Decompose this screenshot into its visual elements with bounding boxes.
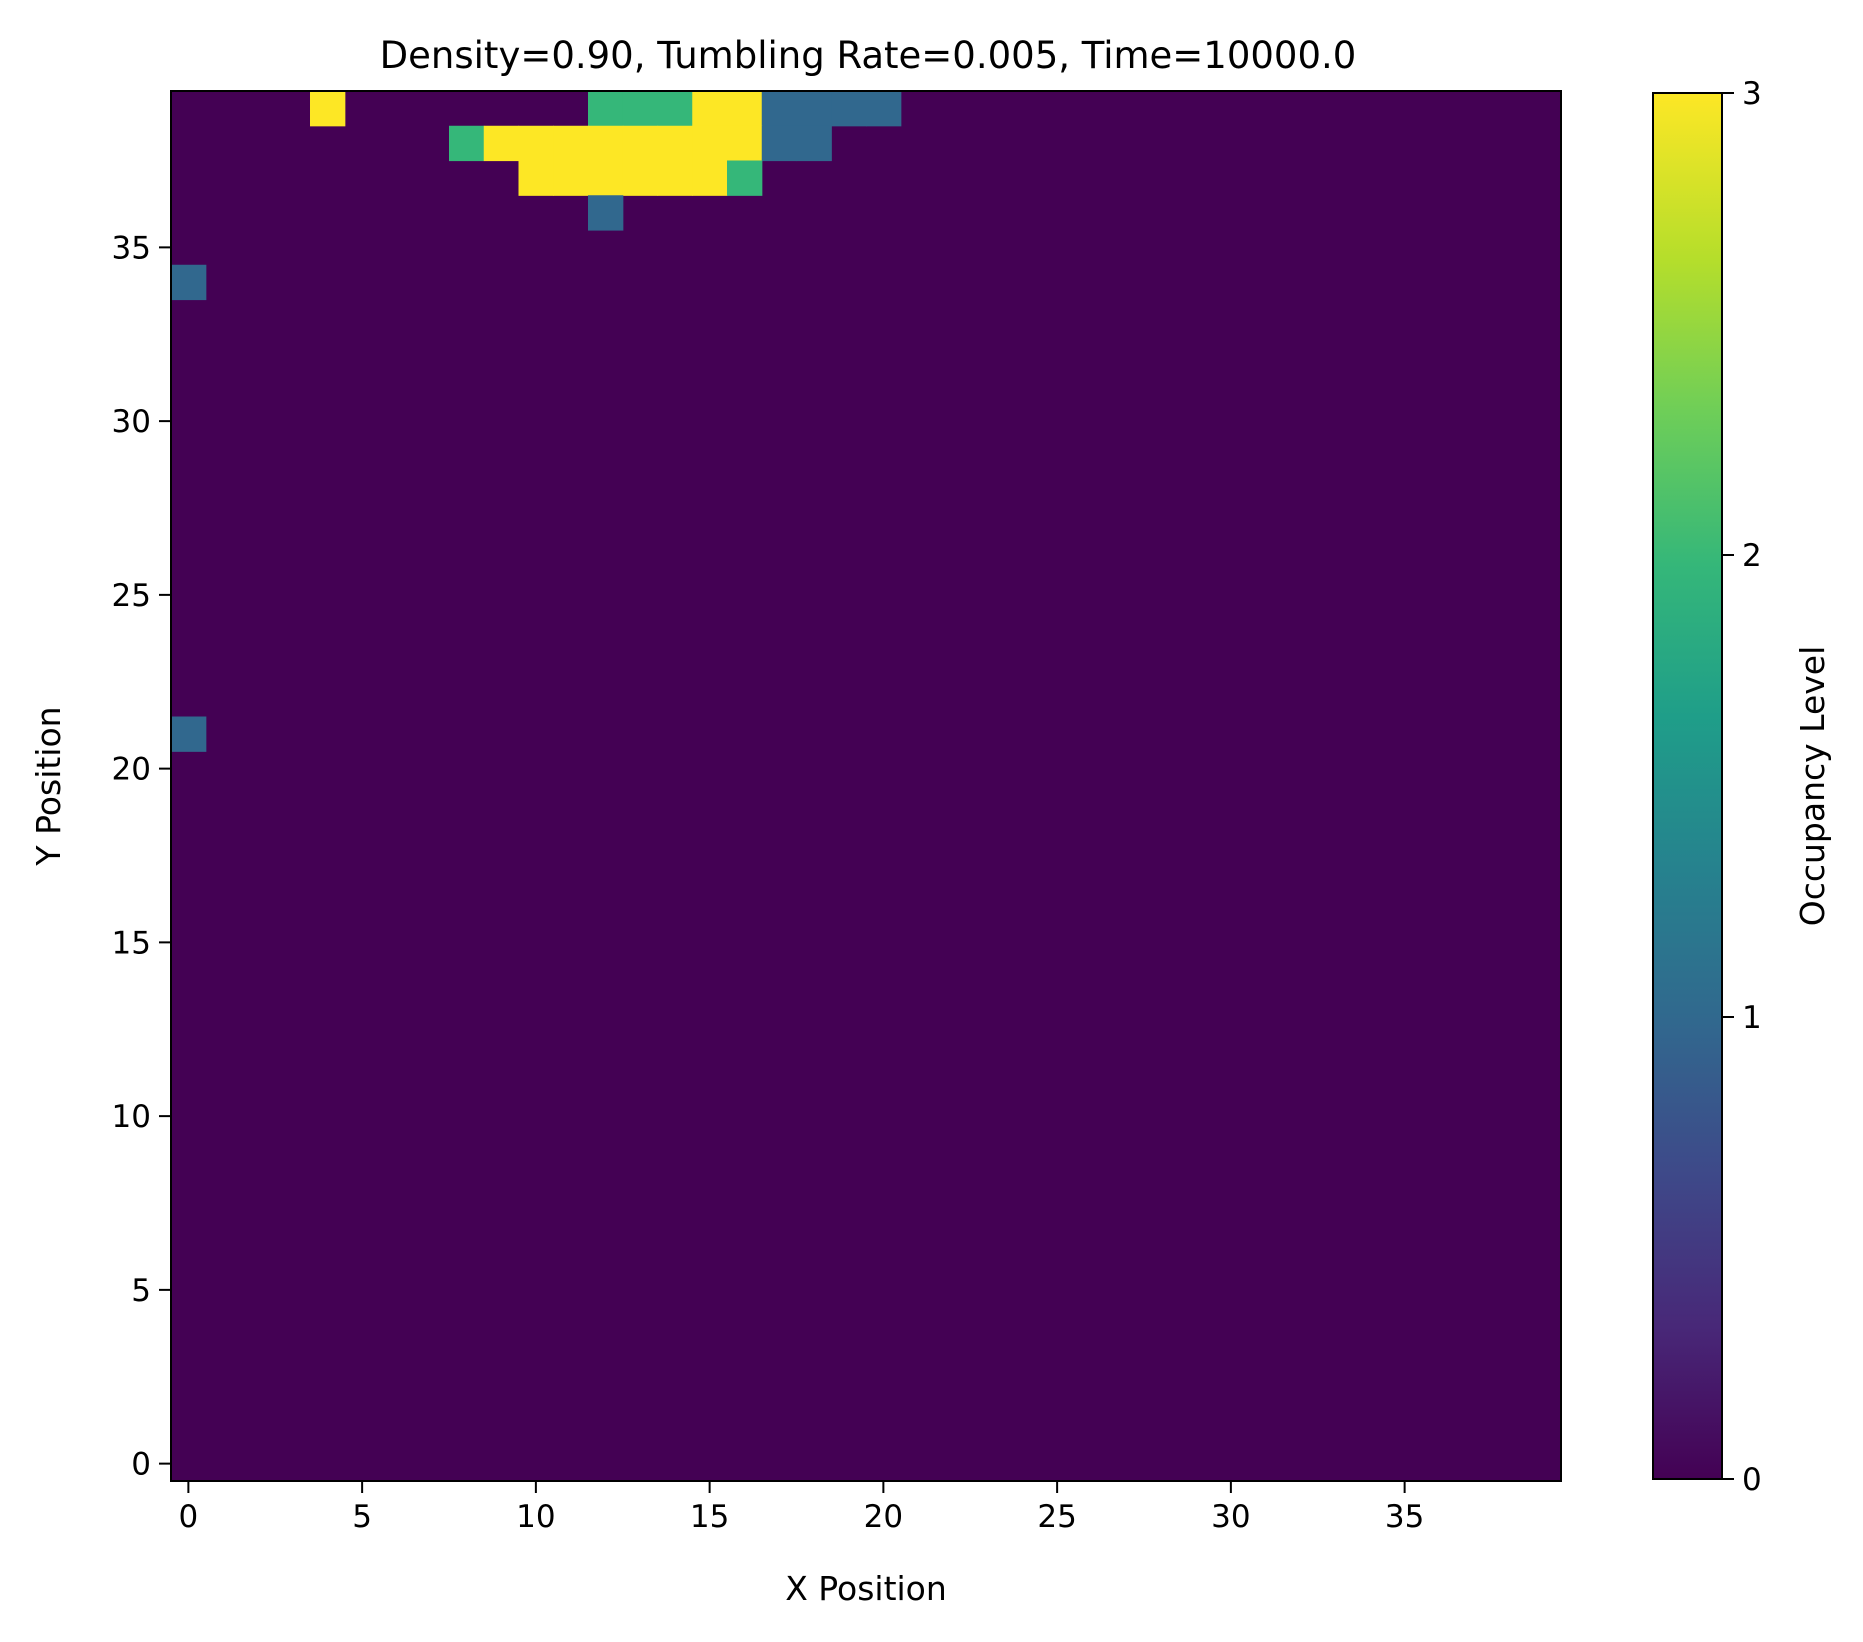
heatmap-cell — [657, 160, 693, 196]
heatmap-cell — [761, 125, 798, 162]
heatmap-cell — [449, 125, 485, 162]
heatmap-cell — [657, 125, 693, 162]
heatmap-cells — [171, 91, 1561, 1481]
x-tick-label: 25 — [1037, 1499, 1076, 1535]
heatmap-cell — [588, 125, 624, 162]
heatmap-cell — [483, 125, 520, 162]
heatmap-cell — [796, 125, 832, 162]
heatmap-cell — [866, 91, 902, 127]
heatmap-cell — [831, 91, 867, 127]
heatmap-cell — [588, 91, 624, 127]
y-axis-label: Y Position — [29, 706, 68, 866]
heatmap-cell — [692, 160, 728, 196]
y-tick-label: 10 — [112, 1099, 151, 1135]
colorbar-axis: 0 1 2 3 — [1722, 76, 1762, 1498]
heatmap-cell — [518, 160, 554, 196]
x-tick-label: 20 — [864, 1499, 903, 1535]
heatmap-cell — [727, 160, 763, 196]
chart-title: Density=0.90, Tumbling Rate=0.005, Time=… — [380, 34, 1357, 77]
heatmap-cell — [588, 195, 624, 231]
heatmap-cell — [657, 91, 693, 127]
y-tick-label: 5 — [131, 1273, 151, 1309]
colorbar — [1652, 92, 1723, 1480]
x-tick-label: 30 — [1211, 1499, 1250, 1535]
colorbar-tick-label: 3 — [1742, 76, 1762, 112]
y-tick-label: 30 — [112, 404, 151, 440]
heatmap-cell — [622, 160, 659, 196]
plot-frame — [170, 90, 1562, 1482]
x-axis-label: X Position — [785, 1569, 947, 1608]
colorbar-tick-label: 2 — [1742, 538, 1762, 574]
heatmap-cell — [310, 91, 346, 127]
y-tick-label: 20 — [112, 752, 151, 788]
heatmap-cell — [622, 91, 659, 127]
x-tick-label: 0 — [179, 1499, 199, 1535]
heatmap-cell — [588, 160, 624, 196]
x-axis: 0 5 10 15 20 25 30 35 — [179, 1481, 1424, 1535]
heatmap-cell — [761, 91, 798, 127]
heatmap-cell — [727, 91, 763, 127]
heatmap-cell — [553, 160, 589, 196]
y-tick-label: 0 — [131, 1447, 151, 1483]
colorbar-tick-label: 1 — [1742, 1000, 1762, 1036]
heatmap-cell — [171, 264, 207, 301]
heatmap-cell — [518, 125, 554, 162]
y-tick-label: 25 — [112, 578, 151, 614]
heatmap-cell — [692, 125, 728, 162]
heatmap-cell — [727, 125, 763, 162]
heatmap-cell — [553, 125, 589, 162]
x-tick-label: 15 — [690, 1499, 729, 1535]
heatmap-cell — [692, 91, 728, 127]
heatmap-cell — [622, 125, 659, 162]
y-tick-label: 35 — [112, 230, 151, 266]
heatmap-cell — [171, 716, 207, 752]
x-tick-label: 35 — [1385, 1499, 1424, 1535]
y-tick-label: 15 — [112, 925, 151, 961]
x-tick-label: 5 — [352, 1499, 372, 1535]
colorbar-label: Occupancy Level — [1793, 646, 1832, 927]
heatmap-cell — [796, 91, 832, 127]
y-axis: 0 5 10 15 20 25 30 35 — [112, 230, 171, 1483]
heatmap-background — [171, 91, 1561, 1481]
colorbar-tick-label: 0 — [1742, 1462, 1762, 1498]
x-tick-label: 10 — [516, 1499, 555, 1535]
